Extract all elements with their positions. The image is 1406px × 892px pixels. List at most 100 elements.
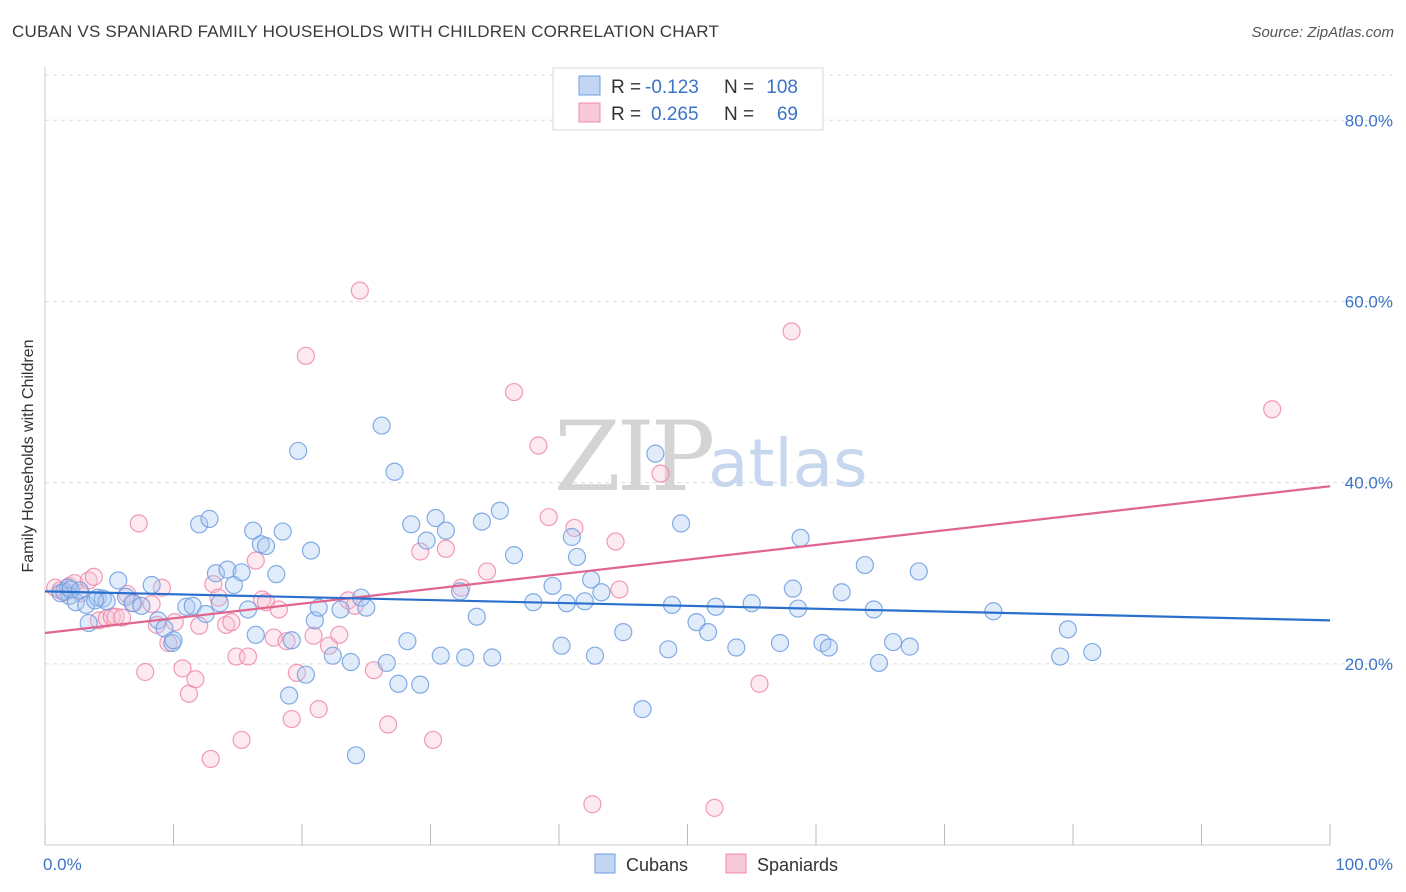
watermark-atlas: atlas <box>708 425 868 502</box>
spaniards-trend-line <box>44 485 1331 635</box>
cubans-point-102 <box>1058 620 1077 639</box>
y-tick-labels: 20.0% 40.0% 60.0% 80.0% <box>1345 111 1393 674</box>
cubans-point-29 <box>244 521 263 540</box>
spaniards-point-46 <box>330 625 349 644</box>
spaniards-point-16 <box>136 662 155 682</box>
cubans-point-79 <box>659 640 678 659</box>
legend-n-value-spaniards: 69 <box>777 104 798 125</box>
cubans-point-19 <box>183 596 202 615</box>
spaniards-point-30 <box>222 613 241 632</box>
legend-n-label-spaniards: N = <box>724 104 754 125</box>
cubans-point-99 <box>909 562 928 581</box>
cubans-point-72 <box>575 592 594 611</box>
spaniards-point-51 <box>378 715 398 734</box>
cubans-point-38 <box>296 665 315 684</box>
cubans-point-104 <box>51 584 70 603</box>
cubans-point-52 <box>398 632 417 651</box>
bottom-legend-spaniards: Spaniards <box>757 855 838 875</box>
cubans-point-63 <box>483 648 502 667</box>
spaniards-point-65 <box>705 798 724 817</box>
cubans-point-90 <box>791 528 810 548</box>
spaniards-point-62 <box>606 532 625 551</box>
spaniards-point-19 <box>152 578 172 597</box>
cubans-point-36 <box>282 631 301 650</box>
spaniards-point-54 <box>436 539 456 558</box>
legend-swatch-cubans <box>578 75 601 96</box>
spaniards-point-39 <box>277 632 296 651</box>
spaniards-point-63 <box>610 580 629 599</box>
cubans-point-101 <box>1051 647 1070 666</box>
cubans-point-20 <box>190 515 209 534</box>
spaniards-point-57 <box>504 382 524 402</box>
cubans-point-49 <box>377 653 396 673</box>
spaniards-point-42 <box>296 346 315 365</box>
cubans-point-55 <box>417 531 436 550</box>
spaniards-point-64 <box>651 464 670 483</box>
legend-r-value-spaniards: 0.265 <box>651 104 699 125</box>
cubans-point-13 <box>142 575 161 595</box>
legend-r-value-cubans: -0.123 <box>645 77 699 98</box>
cubans-point-57 <box>431 646 450 665</box>
cubans-point-75 <box>592 583 611 602</box>
y-tick-label-0: 20.0% <box>1345 655 1393 674</box>
spaniards-point-49 <box>350 281 369 300</box>
spaniards-point-26 <box>201 749 220 769</box>
spaniards-point-53 <box>423 730 443 750</box>
spaniards-point-44 <box>309 700 328 719</box>
cubans-point-81 <box>671 514 691 533</box>
cubans-point-70 <box>562 527 581 547</box>
cubans-point-77 <box>633 700 652 719</box>
cubans-point-17 <box>164 631 183 650</box>
cubans-point-25 <box>218 560 237 579</box>
spaniards-point-59 <box>539 507 558 527</box>
cubans-point-64 <box>490 501 509 520</box>
cubans-point-27 <box>232 563 251 582</box>
spaniards-point-20 <box>159 633 178 653</box>
cubans-trend-line <box>44 590 1331 622</box>
cubans-point-35 <box>280 686 299 705</box>
legend-r-label-cubans: R = <box>611 77 641 98</box>
spaniards-point-24 <box>186 670 205 689</box>
cubans-point-82 <box>687 613 706 632</box>
cubans-point-86 <box>742 594 761 613</box>
spaniards-point-52 <box>411 542 430 561</box>
cubans-point-56 <box>426 508 445 528</box>
cubans-point-98 <box>900 637 919 656</box>
cubans-point-23 <box>206 564 226 583</box>
y-tick-label-3: 80.0% <box>1345 111 1393 130</box>
spaniards-point-27 <box>204 575 223 594</box>
cubans-point-61 <box>467 607 486 626</box>
spaniards-point-40 <box>282 709 301 729</box>
cubans-point-24 <box>210 594 229 613</box>
legend-swatch-spaniards <box>578 102 601 123</box>
spaniards-points <box>46 281 1282 817</box>
spaniards-point-66 <box>750 674 769 693</box>
legend-n-label-cubans: N = <box>724 77 754 98</box>
cubans-point-88 <box>783 579 802 598</box>
series-legend: Cubans Spaniards <box>594 853 838 875</box>
cubans-point-67 <box>543 576 562 596</box>
cubans-point-92 <box>819 638 838 657</box>
spaniards-point-34 <box>246 551 265 570</box>
stats-legend: R = -0.123 N = 108 R = 0.265 N = 69 <box>552 67 824 131</box>
spaniards-point-25 <box>190 616 209 635</box>
cubans-point-48 <box>372 416 391 435</box>
cubans-point-37 <box>289 441 308 461</box>
bottom-legend-swatch-spaniards <box>725 853 747 874</box>
y-tick-label-2: 60.0% <box>1345 292 1393 311</box>
x-tick-label-0: 0.0% <box>43 855 82 874</box>
cubans-point-100 <box>984 602 1003 621</box>
spaniards-point-12 <box>112 608 132 627</box>
cubans-point-22 <box>200 509 219 528</box>
cubans-point-33 <box>267 565 286 584</box>
bottom-legend-swatch-cubans <box>594 853 616 874</box>
spaniards-point-22 <box>173 659 192 678</box>
spaniards-point-15 <box>129 514 148 533</box>
cubans-point-106 <box>70 581 89 600</box>
cubans-points <box>51 416 1102 765</box>
cubans-point-32 <box>256 536 276 556</box>
legend-r-label-spaniards: R = <box>611 104 641 125</box>
cubans-point-74 <box>585 646 605 665</box>
chart-title: CUBAN VS SPANIARD FAMILY HOUSEHOLDS WITH… <box>12 22 720 41</box>
